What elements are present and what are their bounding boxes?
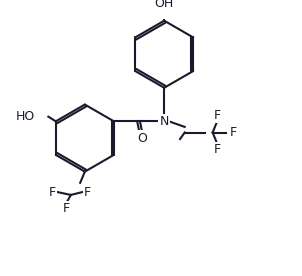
Text: F: F bbox=[230, 126, 237, 139]
Text: F: F bbox=[63, 202, 70, 215]
Text: N: N bbox=[159, 115, 169, 128]
Text: F: F bbox=[84, 186, 91, 199]
Text: HO: HO bbox=[16, 110, 35, 123]
Text: O: O bbox=[137, 132, 147, 145]
Text: F: F bbox=[49, 186, 56, 199]
Text: F: F bbox=[214, 143, 221, 156]
Text: F: F bbox=[214, 109, 221, 122]
Text: OH: OH bbox=[155, 0, 174, 10]
